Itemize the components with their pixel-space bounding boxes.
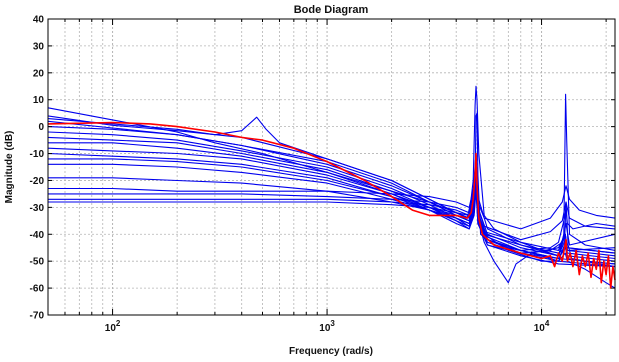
y-tick-label: -60 — [30, 284, 45, 295]
y-tick-label: 10 — [33, 95, 45, 106]
grid — [48, 19, 615, 315]
series-line-red — [47, 121, 616, 289]
series-line-blue — [48, 177, 616, 254]
y-tick-label: -50 — [30, 257, 45, 268]
y-axis-ticks: 40 30 20 10 0 -10 -20 -30 -40 -50 -60 -70 — [30, 15, 615, 322]
y-tick-label: -40 — [30, 230, 45, 241]
y-tick-label: 0 — [38, 122, 44, 133]
series-line-blue — [48, 142, 616, 268]
chart-title: Bode Diagram — [294, 4, 369, 16]
x-tick-label: 104 — [534, 319, 550, 334]
series-group — [47, 85, 616, 289]
y-tick-label: -10 — [30, 149, 45, 160]
series-line-blue — [47, 85, 616, 257]
series-line-blue — [48, 177, 616, 251]
y-axis-label: Magnitude (dB) — [4, 131, 15, 204]
y-tick-label: 20 — [33, 68, 45, 79]
y-tick-label: 40 — [33, 15, 45, 26]
y-tick-label: -20 — [30, 176, 45, 187]
y-tick-label: -70 — [30, 311, 45, 322]
y-tick-label: -30 — [30, 203, 45, 214]
series-line-blue — [48, 169, 616, 254]
x-tick-label: 103 — [319, 319, 335, 334]
y-tick-label: 30 — [33, 41, 45, 52]
plot-frame — [47, 18, 616, 316]
x-tick-label: 102 — [105, 319, 121, 334]
x-axis-label: Frequency (rad/s) — [289, 346, 373, 357]
